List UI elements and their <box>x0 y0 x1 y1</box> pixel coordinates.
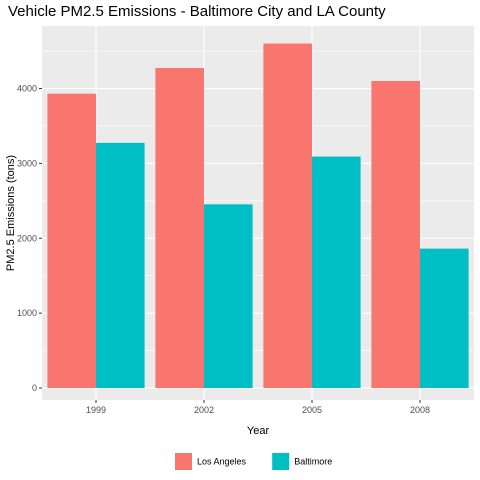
legend-key-baltimore <box>272 453 290 470</box>
x-axis-title: Year <box>247 425 270 437</box>
y-tick-label: 3000 <box>17 158 37 168</box>
bar-baltimore-2005 <box>312 156 361 389</box>
y-axis-title: PM2.5 Emissions (tons) <box>5 155 17 271</box>
x-tick-label: 2002 <box>194 405 214 415</box>
legend-label: Los Angeles <box>197 457 247 467</box>
legend-label: Baltimore <box>294 457 332 467</box>
x-tick-label: 2005 <box>302 405 322 415</box>
legend-key-los-angeles <box>175 453 192 470</box>
bars <box>47 43 469 389</box>
bar-los-angeles-2005 <box>263 43 312 389</box>
x-axis: 1999 2002 2005 2008 <box>86 400 430 415</box>
y-axis: 0 1000 2000 3000 4000 <box>17 84 42 393</box>
bar-baltimore-1999 <box>96 142 145 389</box>
bar-baltimore-2002 <box>204 204 253 389</box>
x-tick-label: 1999 <box>86 405 106 415</box>
bar-baltimore-2008 <box>420 248 469 389</box>
y-tick-label: 2000 <box>17 233 37 243</box>
y-tick-label: 1000 <box>17 308 37 318</box>
bar-los-angeles-2008 <box>371 80 420 389</box>
legend: Los Angeles Baltimore <box>175 453 332 470</box>
x-tick-label: 2008 <box>410 405 430 415</box>
chart-title: Vehicle PM2.5 Emissions - Baltimore City… <box>8 3 386 20</box>
y-tick-label: 4000 <box>17 84 37 94</box>
y-tick-label: 0 <box>32 383 37 393</box>
bar-los-angeles-1999 <box>47 93 96 389</box>
bar-los-angeles-2002 <box>155 68 204 389</box>
